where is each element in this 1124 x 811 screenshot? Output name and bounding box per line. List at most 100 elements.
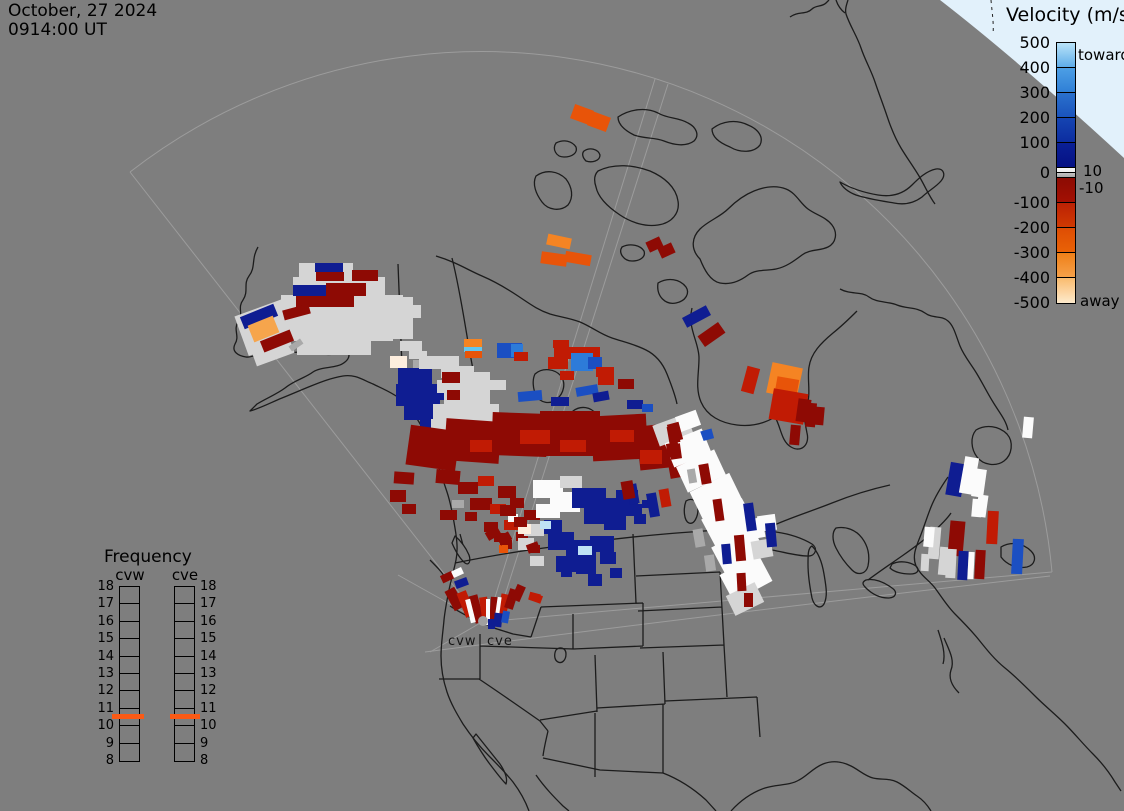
hudson-bay (690, 307, 858, 450)
datetime-stamp: October, 27 2024 0914:00 UT (8, 2, 157, 40)
scatter-cell (974, 549, 986, 580)
velocity-tick-label: -100 (1013, 193, 1050, 212)
scatter-cell (971, 468, 987, 498)
scatter-cell (352, 270, 378, 281)
ca-nv-border (478, 678, 549, 732)
scatter-cell (491, 412, 548, 457)
chesapeake (943, 637, 960, 694)
us-mexico-border (542, 757, 664, 774)
scatter-cell (444, 586, 465, 612)
velocity-tick-label: 300 (1019, 83, 1050, 102)
scatter-cell (293, 285, 335, 296)
scatter-cell (468, 594, 485, 624)
scatter-cell (610, 568, 622, 578)
colorbar-segment (1057, 278, 1075, 303)
scatter-cell (465, 351, 482, 358)
scatter-cell (600, 552, 616, 564)
lake-huron (832, 526, 870, 575)
devon-island (617, 108, 698, 146)
velocity-tick-label: -500 (1013, 293, 1050, 312)
scatter-cell (674, 409, 702, 433)
scatter-cell (610, 430, 634, 442)
toward-label: toward (1078, 46, 1124, 64)
scatter-cell (561, 568, 572, 577)
scatter-cell (721, 543, 732, 565)
frequency-marker (170, 714, 200, 719)
scatter-cell (642, 404, 653, 412)
scatter-cell (397, 305, 421, 318)
small-island-1 (553, 140, 578, 158)
scatter-cell (560, 476, 582, 488)
frequency-bar-segment (120, 674, 139, 692)
scatter-cell (490, 504, 506, 514)
frequency-tick-label-right: 18 (200, 579, 217, 594)
scatter-cell (528, 592, 544, 604)
scatter-cell (666, 421, 684, 443)
scatter-cell (703, 554, 717, 572)
scatter-cell (520, 430, 550, 444)
scatter-cell (665, 442, 681, 458)
frequency-bar-segment (175, 639, 194, 657)
scatter-cell (486, 599, 490, 625)
frequency-tick-label-right: 16 (200, 613, 217, 629)
scatter-cell (400, 341, 422, 351)
scatter-cell (524, 510, 540, 520)
scatter-cell (733, 534, 747, 562)
velocity-colorbar (1056, 42, 1076, 304)
scatter-cell (484, 526, 502, 541)
velocity-tick-label: 500 (1019, 33, 1050, 52)
scatter-cell (553, 340, 569, 348)
scatter-cell (945, 548, 957, 579)
scatter-cell (514, 517, 527, 527)
frequency-tick-label-right: 9 (200, 735, 209, 751)
scatter-cell (685, 449, 704, 465)
gulf-coast (730, 761, 932, 811)
ottawa-river (771, 484, 891, 527)
frequency-tick-label-right: 10 (200, 718, 217, 734)
scatter-cell (464, 347, 482, 352)
scatter-cell (626, 504, 642, 516)
velocity-tick-label: -400 (1013, 268, 1050, 287)
scatter-cell (501, 610, 510, 624)
frequency-tick-label-right: 14 (200, 648, 217, 664)
scatter-cell (620, 480, 636, 500)
away-label: away (1080, 292, 1120, 310)
scatter-cell (296, 296, 354, 307)
scatter-cell (297, 337, 371, 355)
scatter-cell (645, 492, 661, 518)
scatter-cell (514, 352, 528, 361)
frequency-column-cve-label: cve (171, 566, 199, 584)
frequency-bar-segment (175, 657, 194, 674)
scatter-cell (645, 236, 664, 253)
radar-site-dot (478, 616, 488, 626)
scatter-cell (478, 476, 494, 486)
frequency-tick-label-left: 15 (97, 631, 114, 647)
colorbar-segment (1057, 253, 1075, 278)
scatter-cell (390, 490, 406, 502)
radar-label-cvw: cvw (448, 634, 477, 649)
scatter-cell (548, 357, 568, 369)
baffin-island (692, 186, 837, 285)
scatter-cell (500, 505, 516, 516)
scatter-cell (493, 612, 503, 628)
scatter-cell (454, 577, 469, 589)
frequency-tick-label-right: 12 (200, 683, 217, 699)
scatter-cell (657, 242, 676, 259)
scatter-cell (451, 567, 464, 578)
scatter-cell (640, 450, 662, 464)
scatter-cell (1011, 538, 1024, 575)
frequency-tick-label-right: 13 (200, 666, 217, 681)
frequency-bar-segment (175, 709, 194, 727)
scatter-cell (804, 402, 818, 428)
frequency-tick-label-left: 13 (97, 666, 114, 681)
east-coast (913, 476, 1122, 792)
frequency-bar-segment (120, 726, 139, 744)
scatter-cell (598, 375, 614, 385)
velocity-legend-title: Velocity (m/s) (1006, 4, 1124, 26)
scatter-cell (488, 619, 495, 629)
scatter-cell (402, 504, 416, 514)
scatter-cell (498, 486, 516, 498)
frequency-tick-label-left: 14 (97, 648, 114, 664)
scatter-cell (658, 488, 672, 508)
